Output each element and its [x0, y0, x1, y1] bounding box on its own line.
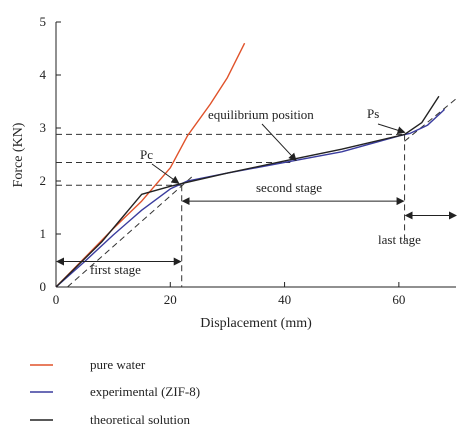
annotation-pc: Pc [140, 147, 153, 162]
reference-lines [56, 98, 457, 288]
last-stage-slope-dash [404, 98, 457, 142]
legend-label-experimental: experimental (ZIF-8) [90, 384, 200, 399]
annotation-second-stage: second stage [256, 180, 322, 195]
x-tick-label: 40 [278, 292, 291, 307]
annotation-last-tage: last tage [378, 232, 421, 247]
y-tick-label: 1 [40, 226, 47, 241]
x-tick-label: 60 [392, 292, 405, 307]
legend-label-pure-water: pure water [90, 357, 146, 372]
annotation-first-stage: first stage [90, 262, 141, 277]
y-tick-label: 3 [40, 120, 47, 135]
x-axis-title: Displacement (mm) [200, 316, 312, 331]
y-tick-label: 4 [40, 67, 47, 82]
y-tick-label: 2 [40, 173, 47, 188]
series-line-pure-water [55, 42, 246, 288]
legend: pure water experimental (ZIF-8) theoreti… [30, 357, 200, 427]
y-axis-title: Force (KN) [11, 122, 26, 187]
stage-arrows [56, 123, 457, 266]
y-tick-label: 0 [40, 279, 47, 294]
series-layer [55, 42, 446, 288]
first-stage-slope-dash [67, 175, 194, 288]
ticks: 0 20 40 60 0 1 2 3 4 5 [40, 14, 406, 307]
annotation-equilibrium-position: equilibrium position [208, 107, 314, 122]
x-tick-label: 20 [164, 292, 177, 307]
series-line-experimental [55, 108, 446, 288]
legend-label-theoretical: theoretical solution [90, 412, 191, 427]
series-line-theoretical [55, 95, 440, 288]
annotation-ps: Ps [367, 106, 379, 121]
x-tick-label: 0 [53, 292, 60, 307]
y-tick-label: 5 [40, 14, 47, 29]
pc-pointer-arrow [151, 163, 180, 184]
ps-pointer-arrow [377, 123, 406, 135]
equilibrium-pointer-arrow [261, 123, 297, 162]
